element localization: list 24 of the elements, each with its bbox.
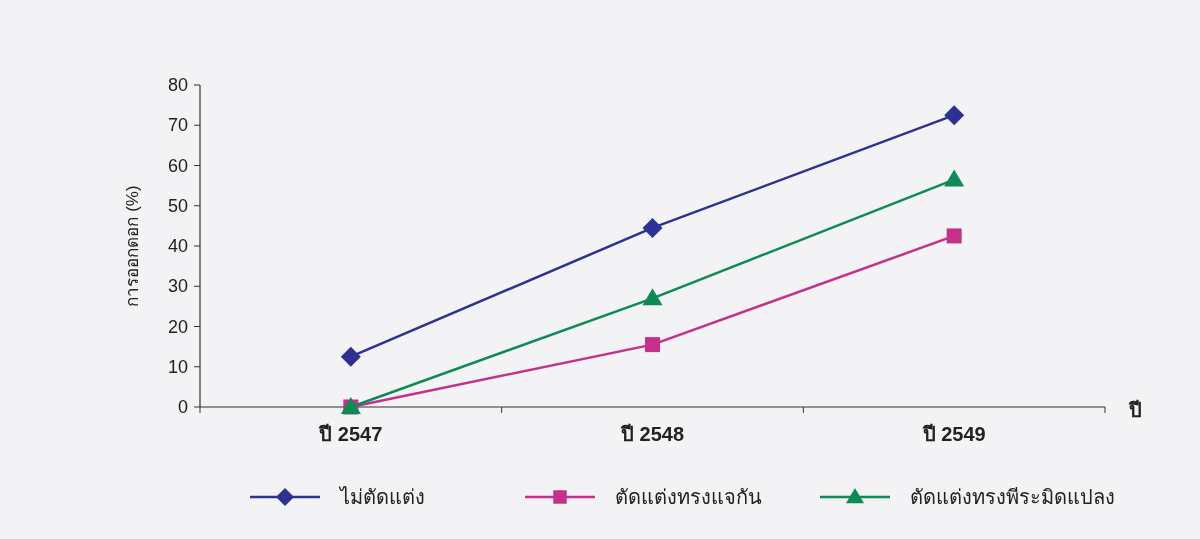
y-tick-label: 20 (167, 316, 188, 337)
y-tick-label: 10 (167, 356, 188, 377)
point (340, 346, 361, 367)
y-tick-label: 80 (167, 75, 188, 95)
y-tick-label: 30 (167, 276, 188, 297)
y-axis-title: การออกดอก (%) (123, 185, 142, 307)
x-axis-title: ปี (1127, 399, 1142, 421)
y-tick-label: 0 (177, 397, 188, 417)
y-tick-label: 70 (167, 115, 188, 136)
point (645, 337, 660, 353)
x-tick-label: ปี 2549 (921, 423, 986, 445)
point (642, 288, 663, 306)
y-tick-label: 60 (167, 155, 188, 176)
y-tick-label: 40 (167, 236, 188, 256)
x-tick-label: ปี 2548 (619, 423, 685, 445)
x-tick-label: ปี 2547 (318, 423, 383, 445)
legend-label: ตัดแต่งทรงพีระมิดแปลง (910, 486, 1115, 508)
legend-label: ไม่ตัดแต่ง (338, 486, 425, 508)
point (642, 217, 663, 238)
y-tick-label: 50 (167, 195, 188, 216)
point (944, 169, 965, 187)
point (944, 105, 965, 126)
legend-label: ตัดแต่งทรงแจกัน (615, 486, 762, 508)
point (946, 228, 962, 244)
